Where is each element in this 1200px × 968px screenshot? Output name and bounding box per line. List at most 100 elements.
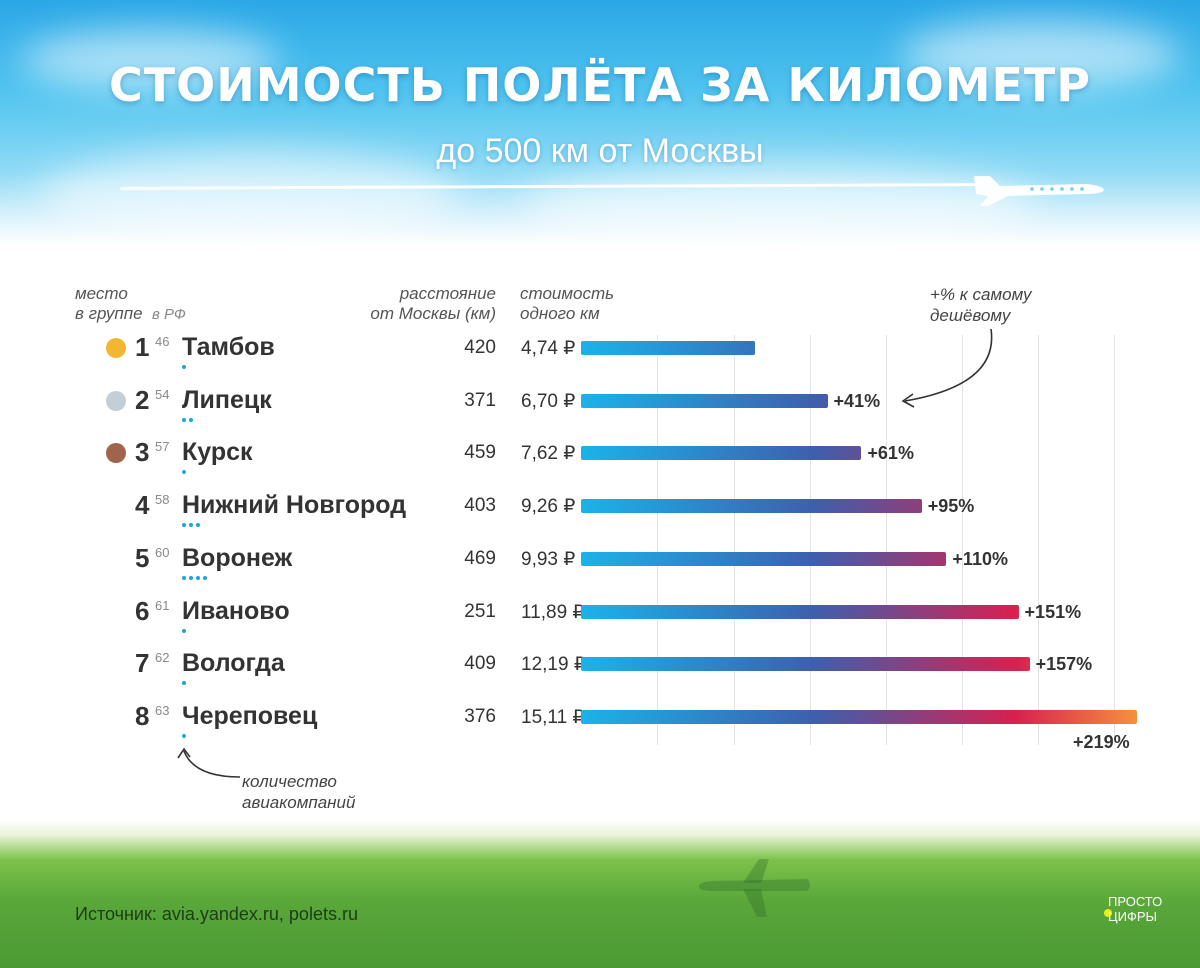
city-name: Воронеж: [182, 543, 293, 572]
annotation-arrow-percent: [901, 328, 993, 408]
distance-value: 376: [464, 705, 496, 727]
header-cost: стоимость одного км: [520, 284, 614, 324]
percent-label: +219%: [1073, 731, 1130, 752]
distance-value: 420: [464, 337, 496, 358]
medal-gold-icon: [106, 338, 126, 358]
annotation-percent-line2: дешёвому: [930, 306, 1011, 325]
airline-dot: [182, 417, 186, 422]
distance-value: 409: [464, 653, 496, 675]
airlines-dots: [182, 628, 186, 634]
cost-value: 15,11 ₽: [521, 706, 585, 728]
cloud: [20, 30, 280, 90]
annotation-airlines-line2: авиакомпаний: [242, 793, 356, 812]
rf-rank: 61: [155, 597, 170, 613]
cost-bar: [581, 657, 1030, 672]
header-distance: расстояние от Москвы (км): [320, 284, 496, 324]
grid-line: [810, 335, 811, 745]
grid-line: [657, 335, 658, 745]
header-place: место в группе в РФ: [75, 284, 186, 325]
cost-value: 9,26 ₽: [521, 496, 576, 518]
airline-dot: [189, 575, 193, 580]
airline-dot: [203, 575, 207, 580]
rf-rank: 62: [155, 650, 170, 666]
logo: ПРОСТО ЦИФРЫ: [1108, 894, 1178, 924]
airlines-dots: [182, 681, 186, 686]
airlines-dots: [182, 733, 186, 739]
airlines-dots: [182, 523, 200, 528]
chart-subtitle: до 500 км от Москвы: [436, 132, 764, 170]
airline-dot: [189, 417, 193, 422]
rank-number: 4: [135, 490, 150, 521]
airline-dot: [182, 681, 186, 686]
cost-value: 6,70 ₽: [521, 390, 576, 412]
rf-rank: 58: [155, 492, 170, 508]
airplane-shadow-icon: [699, 859, 810, 917]
header-place-rf: в РФ: [152, 306, 186, 323]
rf-rank: 46: [155, 334, 170, 349]
percent-label: +110%: [952, 548, 1008, 569]
airline-dot: [196, 523, 200, 528]
city-name: Иваново: [182, 596, 290, 625]
airlines-dots: [182, 365, 186, 370]
medal-silver-icon: [106, 390, 126, 411]
chart-title: СТОИМОСТЬ ПОЛЁТА ЗА КИЛОМЕТР: [108, 58, 1092, 112]
airplane-icon: [974, 176, 1104, 206]
city-name: Липецк: [182, 385, 272, 414]
source-note: Источник: avia.yandex.ru, polets.ru: [75, 904, 358, 924]
grid-line: [1038, 335, 1039, 745]
rf-rank: 54: [155, 386, 170, 402]
distance-value: 371: [464, 389, 496, 411]
airline-dot: [182, 575, 186, 580]
cloud: [520, 165, 1040, 245]
city-name: Курск: [182, 438, 253, 467]
percent-label: +41%: [833, 390, 881, 411]
airline-dot: [182, 628, 186, 633]
distance-value: 469: [464, 547, 496, 569]
cost-value: 9,93 ₽: [521, 548, 576, 570]
distance-value: 403: [464, 495, 496, 517]
cost-bar: [581, 341, 756, 355]
header-place-group: в группе: [75, 304, 143, 323]
cost-bar: [581, 709, 1138, 724]
cost-bar: [581, 446, 862, 461]
rf-rank: 57: [155, 439, 170, 455]
annotation-airlines: количество авиакомпаний: [242, 771, 355, 813]
rank-number: 5: [135, 542, 150, 573]
percent-label: +151%: [1024, 601, 1082, 622]
medal-bronze-icon: [106, 443, 126, 464]
header-distance-line2: от Москвы (км): [370, 304, 496, 323]
airline-dot: [189, 523, 193, 528]
cloud: [40, 150, 460, 240]
rank-number: 8: [135, 700, 150, 731]
city-name: Тамбов: [182, 333, 275, 361]
percent-label: +95%: [927, 496, 975, 517]
airlines-dots: [182, 575, 207, 581]
cost-bar: [581, 393, 828, 408]
rank-number: 6: [135, 595, 150, 626]
cost-bar: [581, 499, 922, 514]
header-distance-line1: расстояние: [399, 284, 496, 303]
grid-line: [962, 335, 963, 745]
airline-dot: [182, 523, 186, 528]
distance-value: 459: [464, 442, 496, 464]
city-name: Череповец: [182, 701, 318, 730]
cost-bar: [581, 551, 947, 566]
airline-dot: [182, 470, 186, 475]
grid-line: [886, 335, 887, 745]
airline-dot: [182, 733, 186, 738]
grid-line: [734, 335, 735, 745]
distance-value: 251: [464, 600, 496, 622]
rf-rank: 63: [155, 702, 170, 718]
cost-bar: [581, 604, 1019, 619]
cost-value: 7,62 ₽: [521, 443, 576, 465]
rank-number: 2: [135, 384, 150, 415]
header-place-line2: в группе в РФ: [75, 304, 186, 325]
annotation-arrow-airlines: [177, 747, 241, 778]
airlines-dots: [182, 417, 193, 423]
annotation-airlines-line1: количество: [242, 772, 337, 791]
percent-label: +157%: [1035, 654, 1093, 675]
cost-value: 4,74 ₽: [521, 338, 576, 359]
percent-label: +61%: [867, 443, 914, 464]
cloud: [900, 20, 1180, 90]
